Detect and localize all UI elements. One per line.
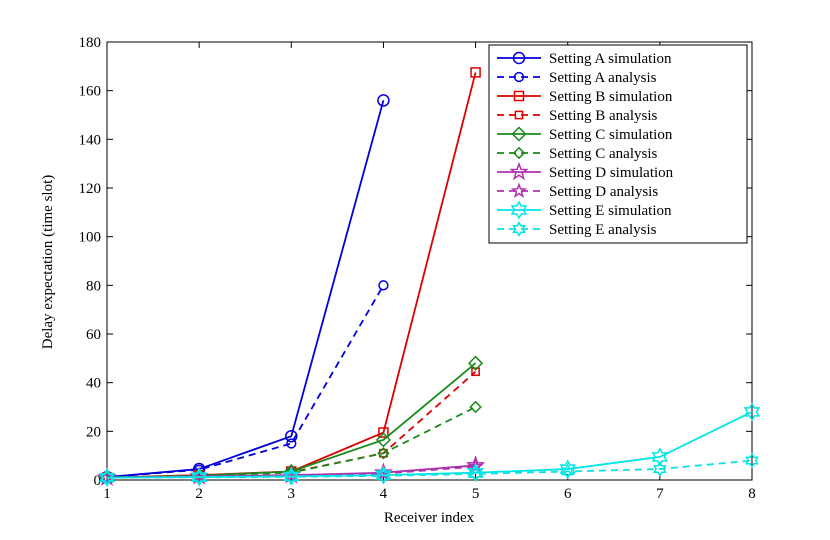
- legend-label: Setting A analysis: [549, 70, 657, 86]
- x-tick-label: 8: [748, 486, 756, 502]
- data-point: [469, 400, 482, 414]
- data-point: [100, 469, 114, 486]
- series-setting-a-simulation: [100, 94, 390, 484]
- data-point: [468, 355, 484, 371]
- series-setting-b-simulation: [101, 67, 481, 483]
- legend-marker: [511, 126, 527, 142]
- data-point: [379, 448, 388, 458]
- data-point: [651, 447, 669, 467]
- x-tick-label: 3: [288, 486, 296, 502]
- y-tick-label: 80: [86, 278, 101, 294]
- data-point: [98, 468, 116, 488]
- data-point: [467, 458, 484, 474]
- data-point: [378, 427, 389, 438]
- data-point: [743, 402, 761, 422]
- legend-label: Setting B analysis: [549, 108, 657, 124]
- data-point: [193, 464, 205, 475]
- legend-label: Setting B simulation: [549, 89, 673, 105]
- y-tick-label: 0: [94, 473, 102, 489]
- data-point: [377, 446, 390, 460]
- data-point: [192, 469, 207, 486]
- y-tick-label: 140: [79, 132, 102, 148]
- data-point: [284, 468, 299, 485]
- y-tick-label: 180: [79, 35, 102, 51]
- data-point: [470, 67, 481, 78]
- data-point: [377, 94, 390, 107]
- y-tick-label: 120: [79, 181, 102, 197]
- x-tick-label: 4: [380, 486, 388, 502]
- data-point: [286, 438, 297, 449]
- data-point: [375, 432, 391, 448]
- legend-marker: [512, 221, 526, 237]
- data-point: [378, 280, 389, 291]
- y-tick-label: 20: [86, 424, 101, 440]
- plot-frame: [106, 41, 753, 481]
- series-line: [106, 411, 753, 479]
- legend-marker: [514, 110, 524, 120]
- legend-marker: [509, 161, 529, 181]
- legend-label: Setting C simulation: [549, 127, 673, 143]
- series-setting-e-simulation: [98, 402, 761, 488]
- y-axis-label: Delay expectation (time slot): [40, 175, 56, 350]
- legend-marker: [513, 90, 525, 102]
- legend-label: Setting E simulation: [549, 203, 672, 219]
- x-axis-label: Receiver index: [384, 510, 475, 526]
- series-setting-e-analysis: [100, 452, 759, 486]
- legend-label: Setting A simulation: [549, 51, 672, 67]
- x-tick-label: 6: [564, 486, 572, 502]
- y-tick-label: 40: [86, 376, 101, 392]
- data-point: [471, 367, 480, 377]
- data-point: [560, 463, 575, 480]
- legend-label: Setting E analysis: [549, 222, 657, 238]
- x-tick-label: 5: [472, 486, 480, 502]
- x-tick-label: 2: [195, 486, 203, 502]
- legend-marker: [510, 200, 528, 220]
- legend-label: Setting C analysis: [549, 146, 657, 162]
- series-line: [106, 371, 477, 479]
- y-tick-label: 100: [79, 230, 102, 246]
- x-tick-label: 1: [103, 486, 111, 502]
- legend-marker: [512, 146, 526, 160]
- data-point: [745, 452, 759, 469]
- series-line: [106, 284, 385, 478]
- data-point: [653, 461, 667, 477]
- legend-marker: [513, 71, 525, 83]
- series-setting-a-analysis: [101, 280, 389, 483]
- legend-label: Setting D analysis: [549, 184, 658, 200]
- legend-marker: [512, 51, 526, 65]
- data-point: [376, 467, 391, 484]
- data-point: [468, 466, 483, 482]
- y-tick-label: 60: [86, 327, 101, 343]
- data-point: [285, 429, 298, 443]
- legend-label: Setting D simulation: [549, 165, 674, 181]
- series-line: [106, 100, 385, 478]
- legend-marker: [510, 182, 528, 198]
- x-tick-label: 7: [656, 486, 664, 502]
- y-tick-label: 160: [79, 84, 102, 100]
- series-line: [106, 72, 477, 479]
